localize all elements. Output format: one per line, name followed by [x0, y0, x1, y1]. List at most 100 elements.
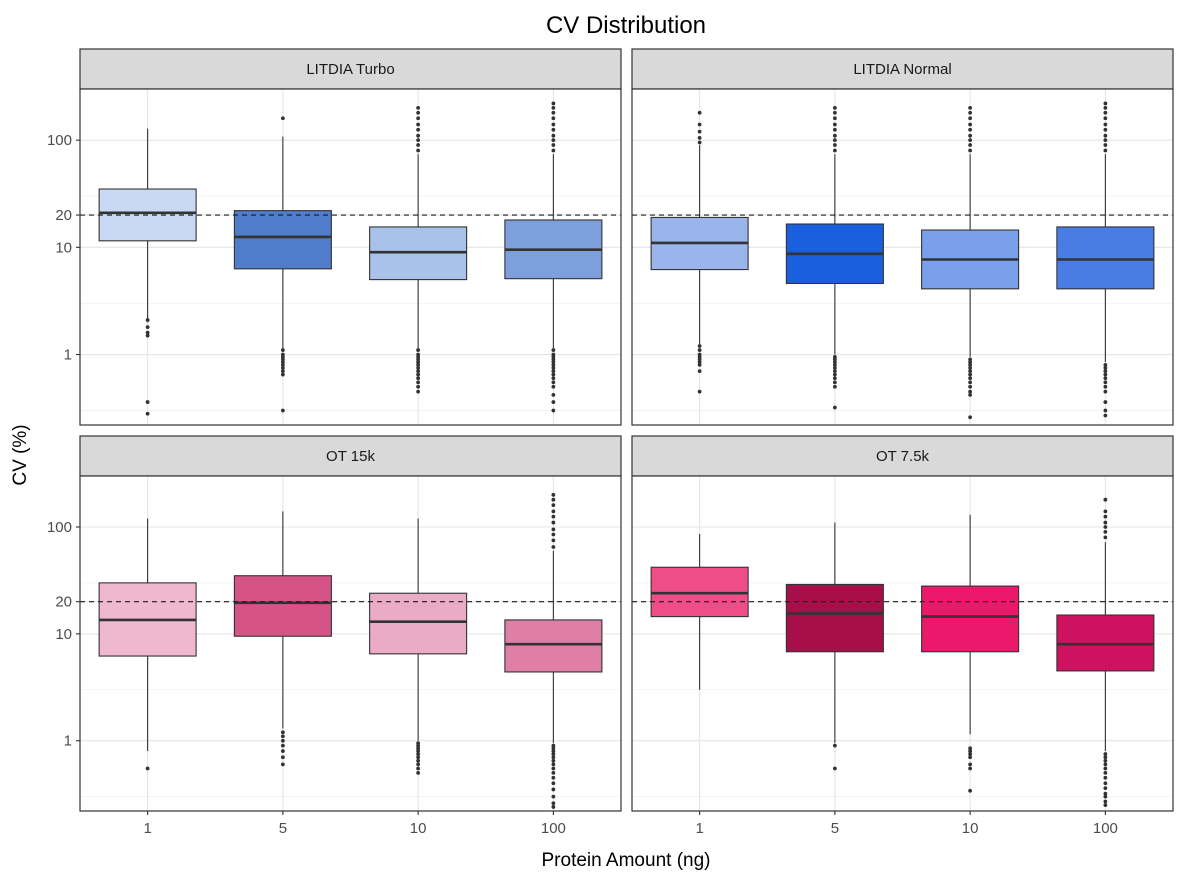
- outlier-point: [551, 509, 556, 514]
- outlier-point: [145, 766, 150, 771]
- box-10: [921, 105, 1020, 420]
- outlier-point: [1103, 803, 1108, 807]
- outlier-point: [1103, 497, 1108, 502]
- outlier-point: [551, 127, 556, 132]
- outlier-point: [551, 527, 556, 532]
- outlier-point: [968, 133, 973, 138]
- outlier-point: [280, 738, 285, 743]
- outlier-point: [551, 758, 556, 763]
- outlier-point: [968, 415, 973, 420]
- outlier-point: [280, 348, 285, 352]
- outlier-point: [551, 372, 556, 377]
- outlier-point: [968, 389, 973, 394]
- outlier-point: [1103, 775, 1108, 780]
- outlier-point: [1103, 105, 1108, 110]
- facet-strip: [631, 435, 1174, 477]
- outlier-point: [1103, 514, 1108, 519]
- y-tick-label: 10: [55, 239, 72, 256]
- outlier-point: [968, 755, 973, 760]
- outlier-point: [1103, 799, 1108, 804]
- facet-strip: [79, 435, 622, 477]
- outlier-point: [551, 101, 556, 106]
- outlier-point: [416, 758, 421, 763]
- outlier-point: [551, 122, 556, 127]
- panel-3: OT 15k 1 10 20 100 1 5 10 100: [47, 435, 622, 837]
- outlier-point: [832, 148, 837, 153]
- x-tick-label: 5: [279, 820, 287, 837]
- x-tick-label: 1: [695, 820, 703, 837]
- outlier-point: [416, 366, 421, 370]
- outlier-point: [1103, 529, 1108, 534]
- outlier-point: [832, 384, 837, 389]
- outlier-point: [416, 755, 421, 760]
- outlier-point: [280, 749, 285, 753]
- facet-strip: [79, 48, 622, 90]
- outlier-point: [832, 138, 837, 143]
- outlier-point: [280, 730, 285, 735]
- outlier-point: [832, 366, 837, 370]
- box-100: [504, 492, 603, 809]
- outlier-point: [551, 369, 556, 374]
- outlier-point: [832, 122, 837, 127]
- y-tick-label: 1: [64, 733, 72, 750]
- outlier-point: [416, 148, 421, 153]
- outlier-point: [280, 755, 285, 760]
- box-iqr: [233, 210, 332, 270]
- outlier-point: [280, 357, 285, 362]
- outlier-point: [280, 366, 285, 370]
- outlier-point: [416, 357, 421, 362]
- y-tick-label: 100: [47, 132, 72, 149]
- outlier-point: [551, 801, 556, 806]
- outlier-point: [551, 787, 556, 792]
- box-10: [921, 514, 1020, 793]
- outlier-point: [1103, 794, 1108, 799]
- outlier-point: [697, 344, 702, 348]
- outlier-point: [832, 363, 837, 367]
- outlier-point: [968, 110, 973, 115]
- outlier-point: [1103, 766, 1108, 771]
- box-100: [504, 101, 603, 413]
- outlier-point: [551, 392, 556, 397]
- chart-title: CV Distribution: [546, 12, 706, 39]
- outlier-point: [1103, 133, 1108, 138]
- outlier-point: [968, 148, 973, 153]
- outlier-point: [968, 363, 973, 367]
- facet-label: LITDIA Normal: [853, 61, 951, 78]
- outlier-point: [1103, 376, 1108, 381]
- box-iqr: [921, 585, 1020, 653]
- outlier-point: [1103, 143, 1108, 147]
- outlier-point: [697, 122, 702, 127]
- box-iqr: [504, 619, 603, 673]
- outlier-point: [697, 360, 702, 364]
- outlier-point: [968, 360, 973, 364]
- outlier-point: [968, 762, 973, 767]
- box-10: [369, 518, 468, 775]
- outlier-point: [416, 348, 421, 352]
- outlier-point: [1103, 389, 1108, 394]
- y-tick-label: 100: [47, 519, 72, 536]
- box-1: [650, 110, 749, 394]
- x-tick-label: 100: [1093, 820, 1118, 837]
- outlier-point: [697, 135, 702, 140]
- outlier-point: [1103, 762, 1108, 767]
- outlier-point: [1103, 400, 1108, 404]
- outlier-point: [551, 545, 556, 549]
- outlier-point: [551, 376, 556, 381]
- y-tick-label: 20: [55, 594, 72, 611]
- outlier-point: [1103, 770, 1108, 775]
- outlier-point: [1103, 791, 1108, 796]
- outlier-point: [832, 369, 837, 374]
- outlier-point: [697, 348, 702, 352]
- box-1: [98, 518, 197, 771]
- outlier-point: [832, 105, 837, 110]
- outlier-point: [551, 766, 556, 771]
- outlier-point: [968, 392, 973, 397]
- outlier-point: [1103, 363, 1108, 367]
- outlier-point: [1103, 369, 1108, 374]
- outlier-point: [280, 116, 285, 121]
- outlier-point: [551, 770, 556, 775]
- outlier-point: [551, 805, 556, 809]
- outlier-point: [416, 749, 421, 753]
